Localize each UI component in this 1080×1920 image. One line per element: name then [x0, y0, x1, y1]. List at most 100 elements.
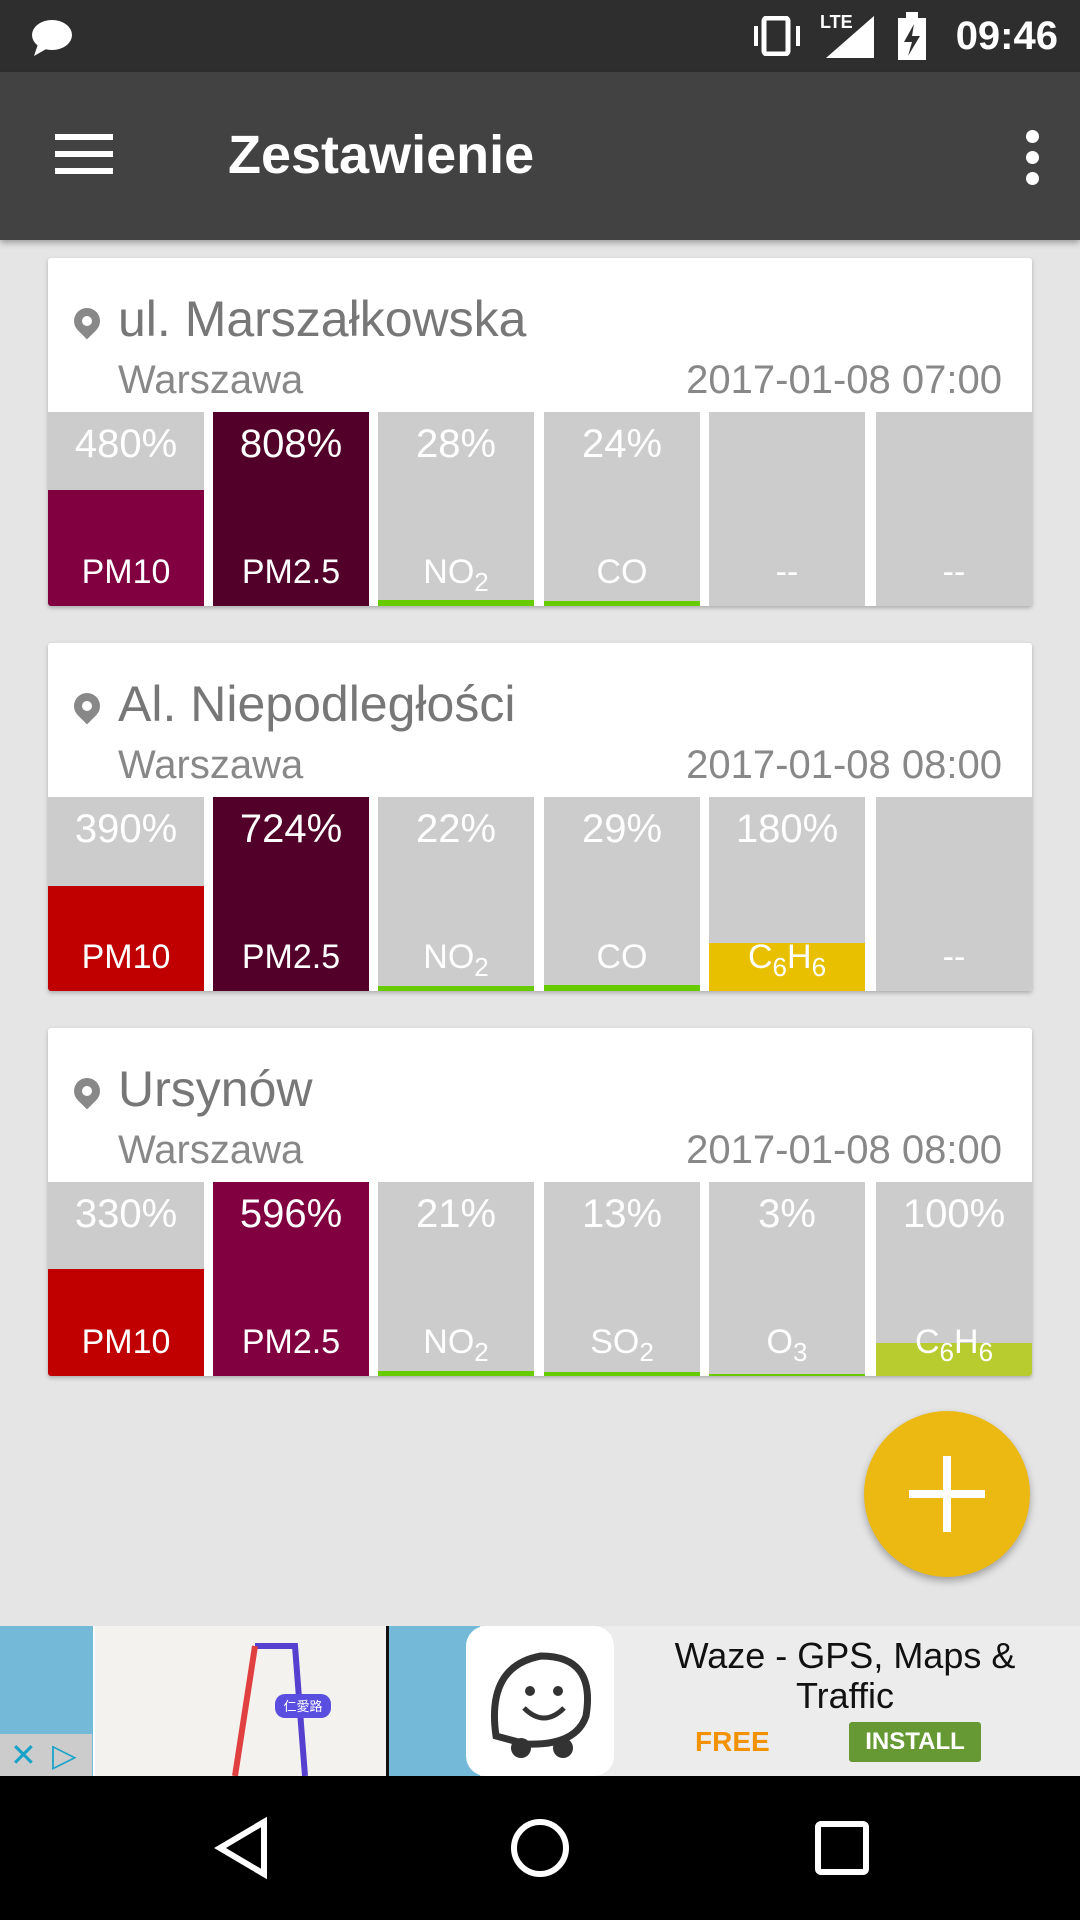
pollutant-percent: 24%	[581, 422, 663, 466]
measurement-time: 2017-01-08 07:00	[686, 358, 1002, 402]
ad-title: Waze - GPS, Maps & Traffic	[674, 1635, 1016, 1716]
location-pin-icon	[68, 1072, 106, 1110]
station-name: Al. Niepodległości	[118, 676, 516, 732]
pollutant-level-bar	[544, 985, 700, 991]
pollutant-label: C6H6	[747, 938, 827, 982]
location-pin-icon	[68, 302, 106, 340]
pollutant-percent: 22%	[415, 807, 497, 851]
measurement-time: 2017-01-08 08:00	[686, 1128, 1002, 1172]
pollutant-label: PM2.5	[241, 1323, 341, 1362]
pollutant-level-bar	[876, 1343, 1032, 1376]
station-city: Warszawa	[118, 1128, 304, 1172]
signal-icon	[826, 16, 874, 58]
measurement-time: 2017-01-08 08:00	[686, 743, 1002, 787]
ad-install-button[interactable]: INSTALL	[849, 1722, 981, 1762]
pollutant-label: CO	[596, 938, 648, 977]
pollutant-tile[interactable]: 21% NO2	[378, 1182, 534, 1376]
pollutant-tile[interactable]: 100% C6H6	[876, 1182, 1032, 1376]
station-name: ul. Marszałkowska	[118, 291, 527, 347]
pollutant-tile[interactable]: 180% C6H6	[709, 797, 865, 991]
pollutant-tile[interactable]: 22% NO2	[378, 797, 534, 991]
pollutant-level-bar	[544, 601, 700, 606]
vibrate-icon	[754, 16, 800, 56]
page-title: Zestawienie	[228, 125, 535, 185]
location-pin-icon	[68, 687, 106, 725]
pollutant-percent: 3%	[758, 1192, 816, 1236]
chat-notification-icon	[32, 20, 72, 56]
ad-choices[interactable]: ✕ ▷	[0, 1734, 92, 1776]
pollutant-tile[interactable]: --	[876, 797, 1032, 991]
pollutant-tile[interactable]: 28% NO2	[378, 412, 534, 606]
pollutant-label: SO2	[590, 1323, 654, 1367]
pollutant-label: NO2	[423, 553, 489, 597]
pollutant-tile[interactable]: --	[709, 412, 865, 606]
pollutant-label: NO2	[423, 938, 489, 982]
pollutant-tile[interactable]: 13% SO2	[544, 1182, 700, 1376]
pollutant-tile[interactable]: 596% PM2.5	[213, 1182, 369, 1376]
pollutant-label: NO2	[423, 1323, 489, 1367]
home-icon[interactable]	[508, 1816, 572, 1880]
pollutant-percent: 28%	[415, 422, 497, 466]
pollutant-tile[interactable]: 330% PM10	[48, 1182, 204, 1376]
pollutant-percent: 100%	[902, 1192, 1006, 1236]
station-name: Ursynów	[118, 1061, 313, 1117]
station-card[interactable]: ul. Marszałkowska Warszawa 2017-01-08 07…	[48, 258, 1032, 606]
pollutant-level-bar	[48, 886, 204, 991]
pollutant-percent: 21%	[415, 1192, 497, 1236]
pollutant-label: CO	[596, 553, 648, 592]
more-options-icon[interactable]	[1026, 130, 1040, 193]
pollutant-level-bar	[213, 797, 369, 991]
navigation-bar	[0, 1776, 1080, 1920]
close-ad-icon[interactable]: ✕	[10, 1737, 37, 1773]
pollutant-tile[interactable]: 480% PM10	[48, 412, 204, 606]
pollutant-tile[interactable]: --	[876, 412, 1032, 606]
pollutant-label: PM10	[81, 938, 171, 977]
battery-charging-icon	[898, 12, 926, 60]
pollutant-level-bar	[213, 1182, 369, 1376]
pollutant-tile[interactable]: 3% O3	[709, 1182, 865, 1376]
pollutant-level-bar	[48, 489, 204, 606]
pollutant-label: C6H6	[914, 1323, 994, 1367]
ad-map-image: 仁愛路	[93, 1626, 389, 1777]
pollutant-level-bar	[544, 1372, 700, 1376]
pollutant-level-bar	[378, 600, 534, 606]
adchoices-icon[interactable]: ▷	[52, 1737, 77, 1773]
app-bar: Zestawienie	[0, 72, 1080, 240]
pollutant-percent: 480%	[74, 422, 178, 466]
pollutant-percent: 596%	[239, 1192, 343, 1236]
station-card[interactable]: Al. Niepodległości Warszawa 2017-01-08 0…	[48, 643, 1032, 991]
pollutant-percent: 330%	[74, 1192, 178, 1236]
pollutant-level-bar	[48, 1269, 204, 1376]
pollutant-level-bar	[378, 1371, 534, 1376]
pollutant-tile[interactable]: 390% PM10	[48, 797, 204, 991]
pollutant-level-bar	[378, 986, 534, 991]
pollutant-tile[interactable]: 24% CO	[544, 412, 700, 606]
pollutant-percent: 29%	[581, 807, 663, 851]
pollutant-percent: 180%	[735, 807, 839, 851]
clock: 09:46	[955, 14, 1058, 58]
pollutant-label: PM10	[81, 553, 171, 592]
pollutant-label: --	[942, 938, 966, 977]
pollutant-percent: 13%	[581, 1192, 663, 1236]
pollutant-percent: 724%	[239, 807, 343, 851]
pollutant-tile[interactable]: 724% PM2.5	[213, 797, 369, 991]
station-city: Warszawa	[118, 743, 304, 787]
add-station-button[interactable]	[864, 1411, 1030, 1577]
ad-banner[interactable]: 仁愛路 Waze - GPS, Maps & Traffic FREE INST…	[0, 1626, 1080, 1777]
recents-icon[interactable]	[814, 1820, 870, 1876]
pollutant-label: --	[775, 553, 799, 592]
ad-price: FREE	[695, 1726, 770, 1757]
pollutant-level-bar	[709, 1374, 865, 1376]
pollutant-tile[interactable]: 808% PM2.5	[213, 412, 369, 606]
pollutant-label: PM2.5	[241, 553, 341, 592]
station-card[interactable]: Ursynów Warszawa 2017-01-08 08:00 330% P…	[48, 1028, 1032, 1376]
back-icon[interactable]	[212, 1816, 272, 1880]
waze-logo-icon	[466, 1626, 614, 1776]
pollutant-label: PM10	[81, 1323, 171, 1362]
station-city: Warszawa	[118, 358, 304, 402]
pollutant-label: PM2.5	[241, 938, 341, 977]
pollutant-label: --	[942, 553, 966, 592]
pollutant-tile[interactable]: 29% CO	[544, 797, 700, 991]
status-bar: LTE 09:46	[0, 0, 1080, 72]
hamburger-menu-icon[interactable]	[55, 134, 113, 174]
